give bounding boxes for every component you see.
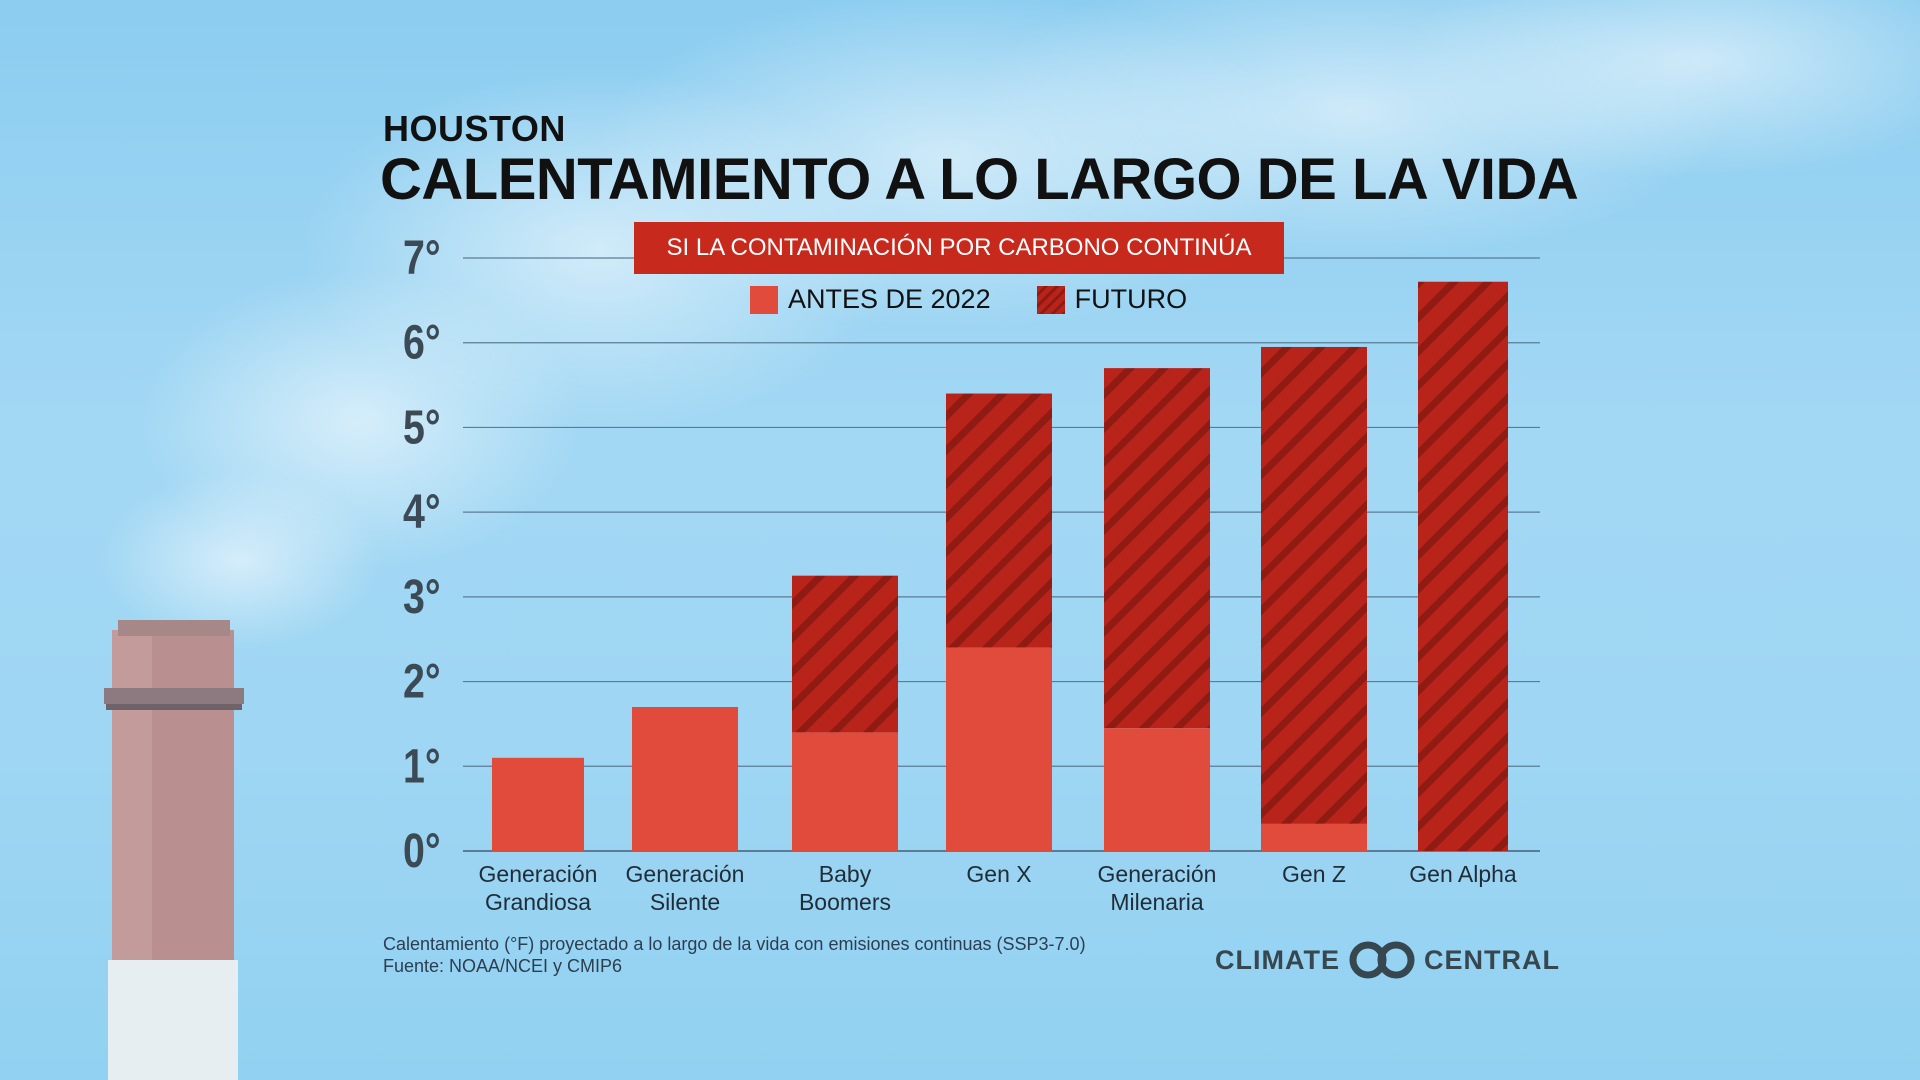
x-tick-label: Silente	[650, 889, 720, 915]
x-tick-label: Gen Z	[1282, 861, 1346, 887]
city-label: HOUSTON	[383, 108, 566, 149]
x-tick-label: Generación	[626, 861, 745, 887]
bar-past	[492, 757, 584, 851]
bar-past	[946, 647, 1052, 851]
bar-future	[1104, 368, 1210, 729]
legend-future-swatch	[1036, 285, 1065, 314]
footnote: Calentamiento (°F) proyectado a lo largo…	[383, 933, 1086, 977]
bar-future	[792, 575, 898, 733]
bar-future	[946, 393, 1052, 648]
legend: ANTES DE 2022 FUTURO	[750, 284, 1187, 315]
y-tick-label: 2°	[403, 655, 441, 709]
legend-past-label: ANTES DE 2022	[788, 284, 991, 314]
scenario-banner: SI LA CONTAMINACIÓN POR CARBONO CONTINÚA	[634, 222, 1284, 274]
x-tick-label: Baby	[819, 861, 872, 887]
y-tick-label: 6°	[403, 316, 441, 370]
bar-future	[1418, 281, 1508, 852]
x-tick-label: Generación	[1098, 861, 1217, 887]
bar-future	[1261, 346, 1367, 824]
logo-rings-icon	[1349, 941, 1415, 979]
climate-central-logo: CLIMATE CENTRAL	[1215, 940, 1560, 980]
bar-past	[1104, 728, 1210, 851]
x-tick-label: Milenaria	[1110, 889, 1204, 915]
logo-text-left: CLIMATE	[1215, 944, 1340, 975]
y-tick-label: 4°	[403, 485, 441, 539]
y-tick-label: 3°	[403, 570, 441, 624]
x-tick-label: Gen X	[966, 861, 1031, 887]
bar-past	[632, 706, 738, 851]
y-tick-label: 0°	[403, 824, 441, 878]
chart-title: CALENTAMIENTO A LO LARGO DE LA VIDA	[380, 147, 1579, 212]
y-tick-label: 5°	[403, 401, 441, 455]
bar-past	[1261, 823, 1367, 851]
y-tick-label: 1°	[403, 740, 441, 794]
footnote-description: Calentamiento (°F) proyectado a lo largo…	[383, 934, 1086, 954]
x-tick-label: Generación	[479, 861, 598, 887]
bar-past	[792, 732, 898, 851]
y-tick-label: 7°	[403, 231, 441, 285]
logo-text-right: CENTRAL	[1423, 944, 1560, 975]
legend-past-swatch	[750, 285, 778, 314]
legend-future-label: FUTURO	[1074, 284, 1188, 314]
x-tick-label: Grandiosa	[485, 889, 591, 915]
x-tick-label: Gen Alpha	[1409, 861, 1517, 887]
x-tick-label: Boomers	[799, 889, 891, 915]
footnote-source: Fuente: NOAA/NCEI y CMIP6	[383, 956, 623, 976]
